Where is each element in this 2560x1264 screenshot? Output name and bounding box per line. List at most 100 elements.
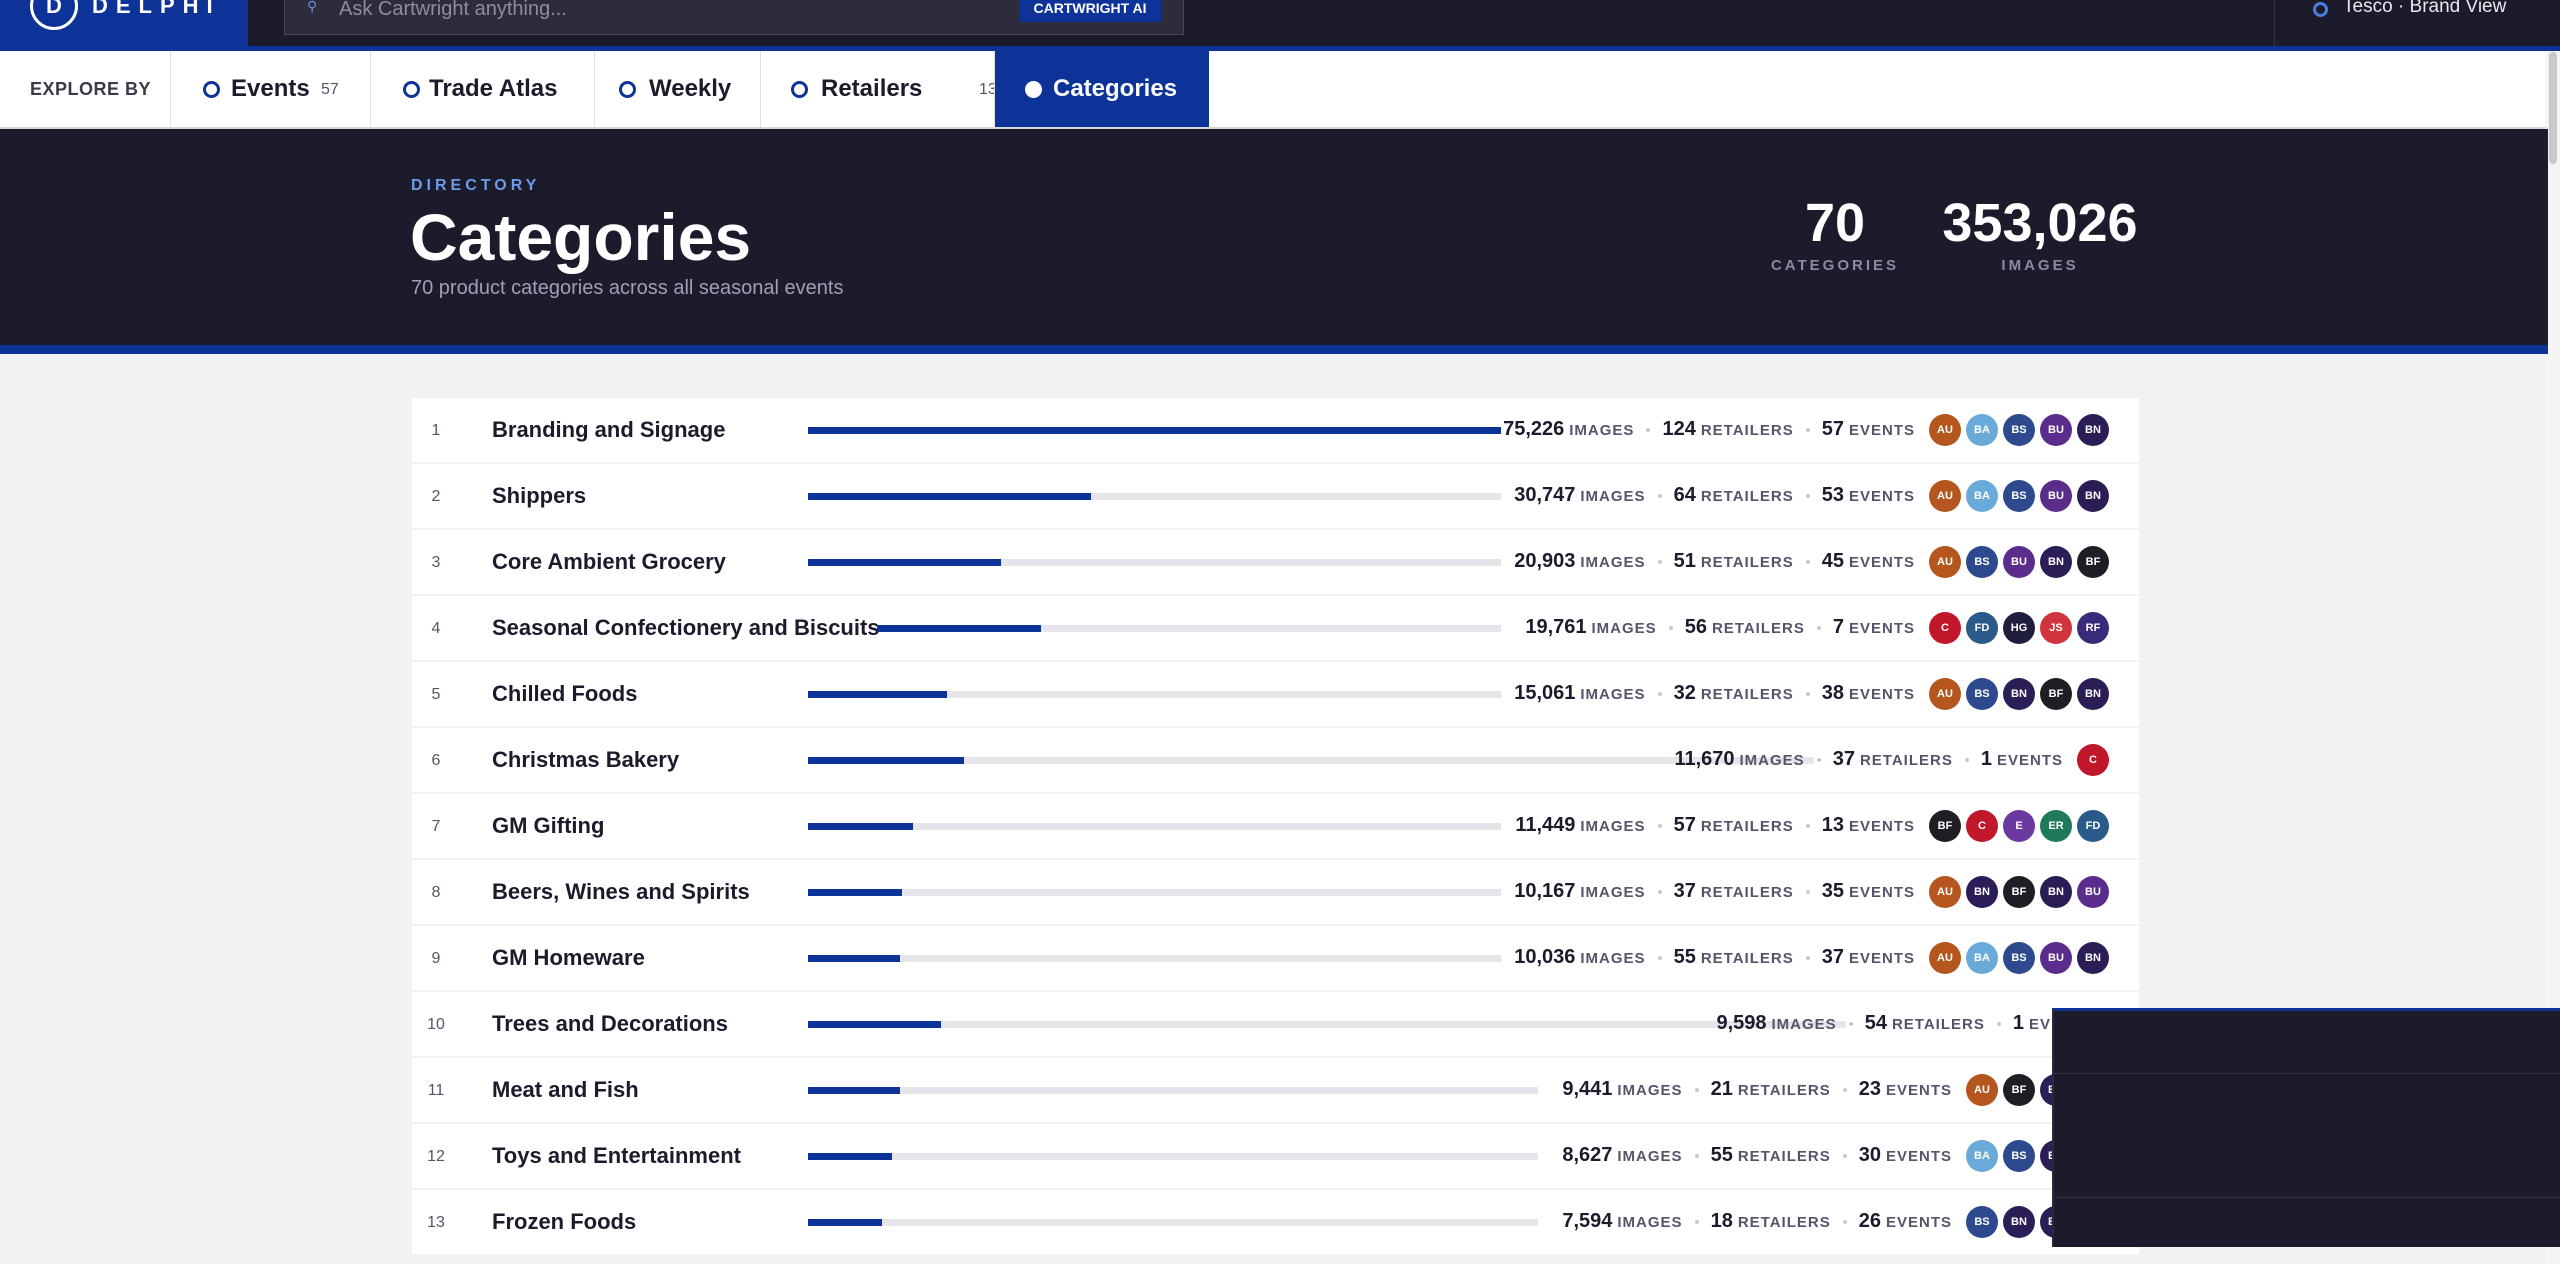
category-rank: 7: [431, 818, 441, 835]
retailer-avatar[interactable]: FD: [1966, 612, 1998, 644]
images-count: 10,036: [1514, 946, 1576, 968]
retailer-avatar[interactable]: BA: [1966, 942, 1998, 974]
retailer-avatar[interactable]: HG: [2003, 612, 2035, 644]
category-name[interactable]: Seasonal Confectionery and Biscuits: [492, 615, 880, 640]
category-row[interactable]: 4 Seasonal Confectionery and Biscuits 19,7…: [412, 596, 2139, 660]
category-name[interactable]: Toys and Entertainment: [492, 1143, 741, 1168]
logo[interactable]: D DELPHI: [0, 0, 248, 46]
retailer-avatar[interactable]: AU: [1966, 1074, 1998, 1106]
retailer-avatar[interactable]: BS: [1966, 546, 1998, 578]
retailer-avatar[interactable]: C: [2077, 744, 2109, 776]
category-name[interactable]: Christmas Bakery: [492, 747, 680, 772]
retailer-avatar[interactable]: AU: [1929, 876, 1961, 908]
retailer-chips: AU BS BN BF BN: [1929, 678, 2114, 710]
scrollbar-thumb[interactable]: [2549, 52, 2557, 164]
retailer-avatar[interactable]: BS: [2003, 942, 2035, 974]
retailer-avatar[interactable]: BF: [2003, 1074, 2035, 1106]
category-row[interactable]: 3 Core Ambient Grocery 20,903 IMAGES 51 RETAI…: [412, 530, 2139, 594]
retailer-avatar[interactable]: BF: [2040, 678, 2072, 710]
retailer-avatar[interactable]: E: [2003, 810, 2035, 842]
category-row[interactable]: 13 Frozen Foods 7,594 IMAGES 18 RETAILERS 26 EV…: [412, 1190, 2139, 1254]
tab-events[interactable]: Events 57: [170, 51, 371, 127]
image-share-bar: [808, 691, 1501, 698]
retailer-avatar[interactable]: BN: [2003, 678, 2035, 710]
retailer-avatar[interactable]: FD: [2077, 810, 2109, 842]
brand-view-selector[interactable]: Tesco · Brand View: [2274, 0, 2560, 46]
retailer-avatar[interactable]: BF: [1929, 810, 1961, 842]
retailer-avatar[interactable]: BU: [2040, 942, 2072, 974]
retailer-avatar[interactable]: BS: [2003, 1140, 2035, 1172]
retailer-avatar[interactable]: BF: [2003, 876, 2035, 908]
retailer-avatar[interactable]: AU: [1929, 678, 1961, 710]
category-row[interactable]: 8 Beers, Wines and Spirits 10,167 IMAGES 37 R…: [412, 860, 2139, 924]
retailer-avatar[interactable]: BA: [1966, 1140, 1998, 1172]
category-name[interactable]: Branding and Signage: [492, 417, 726, 442]
retailer-avatar[interactable]: BA: [1966, 414, 1998, 446]
retailer-avatar[interactable]: RF: [2077, 612, 2109, 644]
retailer-avatar[interactable]: BN: [2077, 678, 2109, 710]
images-count: 9,598: [1716, 1012, 1767, 1034]
search-bar[interactable]: ⚲ CARTWRIGHT AI: [284, 0, 1184, 35]
category-row[interactable]: 6 Christmas Bakery 11,670 IMAGES 37 RETAILERS…: [412, 728, 2139, 792]
retailer-avatar[interactable]: AU: [1929, 414, 1961, 446]
retailer-avatar[interactable]: JS: [2040, 612, 2072, 644]
retailer-avatar[interactable]: BU: [2077, 876, 2109, 908]
retailer-avatar[interactable]: AU: [1929, 480, 1961, 512]
stat-label: IMAGES: [2001, 257, 2079, 274]
retailer-avatar[interactable]: BN: [2077, 942, 2109, 974]
retailer-avatar[interactable]: BS: [2003, 414, 2035, 446]
tab-categories[interactable]: Categories: [994, 51, 1209, 127]
separator-dot: [1805, 691, 1810, 696]
category-metrics: 7,594 IMAGES 18 RETAILERS 26 EVENTS: [1562, 1210, 1952, 1233]
category-name[interactable]: Trees and Decorations: [492, 1011, 728, 1036]
retailer-avatar[interactable]: C: [1929, 612, 1961, 644]
retailer-avatar[interactable]: BN: [2077, 414, 2109, 446]
category-row[interactable]: 10 Trees and Decorations 9,598 IMAGES 54 RETA…: [412, 992, 2139, 1056]
image-share-bar: [808, 1021, 1846, 1028]
retailer-avatar[interactable]: BN: [1966, 876, 1998, 908]
retailer-avatar[interactable]: BS: [1966, 1206, 1998, 1238]
retailer-avatar[interactable]: BN: [2003, 1206, 2035, 1238]
scrollbar[interactable]: [2546, 51, 2560, 1264]
image-share-fill: [808, 757, 964, 764]
retailer-avatar[interactable]: BU: [2040, 480, 2072, 512]
category-row[interactable]: 11 Meat and Fish 9,441 IMAGES 21 RETAILERS 23 E…: [412, 1058, 2139, 1122]
category-row[interactable]: 9 GM Homeware 10,036 IMAGES 55 RETAILERS 37 EVE…: [412, 926, 2139, 990]
tab-weekly[interactable]: Weekly: [594, 51, 761, 127]
retailer-avatar[interactable]: BU: [2040, 414, 2072, 446]
retailer-avatar[interactable]: ER: [2040, 810, 2072, 842]
retailer-avatar[interactable]: BA: [1966, 480, 1998, 512]
category-name[interactable]: GM Gifting: [492, 813, 605, 838]
category-row[interactable]: 2 Shippers 30,747 IMAGES 64 RETAILERS 53 EVENTS…: [412, 464, 2139, 528]
category-name[interactable]: GM Homeware: [492, 945, 645, 970]
category-name[interactable]: Chilled Foods: [492, 681, 638, 706]
tab-retailers[interactable]: Retailers 139: [760, 51, 1006, 127]
tab-trade-atlas[interactable]: Trade Atlas: [370, 51, 595, 127]
retailer-avatar[interactable]: AU: [1929, 942, 1961, 974]
category-row[interactable]: 7 GM Gifting 11,449 IMAGES 57 RETAILERS 13 EVEN…: [412, 794, 2139, 858]
panel-divider: [2054, 1197, 2560, 1198]
retailer-avatar[interactable]: BN: [2040, 876, 2072, 908]
retailer-avatar[interactable]: BN: [2077, 480, 2109, 512]
tab-label: Weekly: [649, 75, 732, 102]
retailer-avatar[interactable]: BS: [1966, 678, 1998, 710]
retailer-avatar[interactable]: AU: [1929, 546, 1961, 578]
category-row[interactable]: 5 Chilled Foods 15,061 IMAGES 32 RETAILERS 38 E…: [412, 662, 2139, 726]
category-name[interactable]: Meat and Fish: [492, 1077, 639, 1102]
overlay-panel[interactable]: [2052, 1008, 2560, 1247]
retailer-chips: C: [2077, 744, 2114, 776]
retailer-avatar[interactable]: BS: [2003, 480, 2035, 512]
retailer-avatar[interactable]: BU: [2003, 546, 2035, 578]
category-name[interactable]: Shippers: [492, 483, 587, 508]
search-input[interactable]: [339, 0, 1099, 22]
retailer-avatar[interactable]: BN: [2040, 546, 2072, 578]
cartwright-ai-button[interactable]: CARTWRIGHT AI: [1019, 0, 1161, 22]
retailer-avatar[interactable]: BF: [2077, 546, 2109, 578]
category-rank: 12: [427, 1148, 445, 1165]
category-row[interactable]: 1 Branding and Signage 75,226 IMAGES 124 RETA…: [412, 398, 2139, 462]
category-row[interactable]: 12 Toys and Entertainment 8,627 IMAGES 55 RET…: [412, 1124, 2139, 1188]
retailer-avatar[interactable]: C: [1966, 810, 1998, 842]
category-name[interactable]: Beers, Wines and Spirits: [492, 879, 750, 904]
category-name[interactable]: Core Ambient Grocery: [492, 549, 726, 574]
category-name[interactable]: Frozen Foods: [492, 1209, 637, 1234]
